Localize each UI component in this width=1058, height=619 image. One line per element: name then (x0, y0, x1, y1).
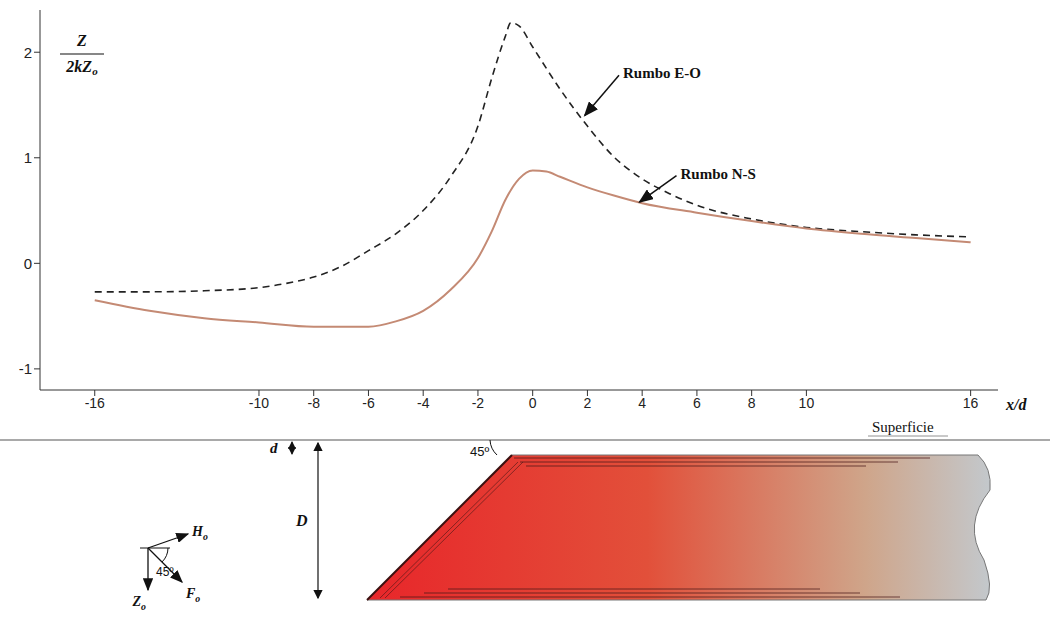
svg-text:-4: -4 (417, 395, 430, 411)
svg-text:16: 16 (963, 395, 979, 411)
svg-text:-1: -1 (19, 360, 32, 377)
svg-text:2: 2 (24, 44, 32, 61)
svg-text:-2: -2 (472, 395, 485, 411)
svg-text:2kZo: 2kZo (65, 58, 98, 77)
svg-text:Rumbo E-O: Rumbo E-O (623, 65, 701, 81)
svg-text:-6: -6 (362, 395, 375, 411)
svg-text:Ho: Ho (191, 524, 208, 542)
svg-text:1: 1 (24, 149, 32, 166)
svg-text:8: 8 (748, 395, 756, 411)
svg-text:-10: -10 (249, 395, 269, 411)
svg-text:0: 0 (529, 395, 537, 411)
svg-text:45º: 45º (156, 565, 174, 579)
svg-text:Rumbo N-S: Rumbo N-S (680, 166, 755, 182)
svg-text:Fo: Fo (185, 586, 200, 604)
svg-text:D: D (295, 512, 308, 529)
svg-text:-16: -16 (85, 395, 105, 411)
svg-text:10: 10 (799, 395, 815, 411)
svg-text:2: 2 (584, 395, 592, 411)
svg-text:x/d: x/d (1005, 396, 1027, 413)
svg-text:Zo: Zo (132, 594, 147, 612)
svg-text:0: 0 (24, 255, 32, 272)
svg-text:6: 6 (693, 395, 701, 411)
svg-text:Z: Z (76, 32, 87, 49)
svg-text:d: d (270, 440, 278, 456)
svg-text:45º: 45º (470, 444, 489, 459)
svg-text:4: 4 (638, 395, 646, 411)
svg-text:-8: -8 (307, 395, 320, 411)
svg-text:Superficie: Superficie (872, 419, 934, 435)
